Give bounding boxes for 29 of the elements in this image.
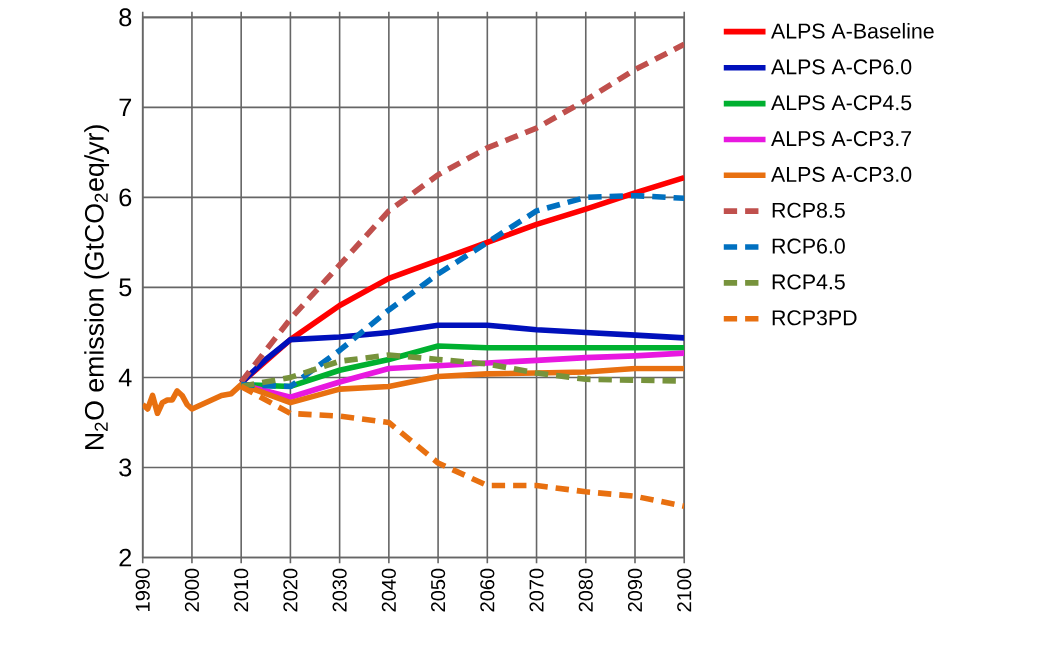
x-tick-label: 2060 (480, 568, 495, 612)
legend-label: RCP8.5 (772, 202, 845, 219)
x-tick-label: 2080 (578, 568, 593, 612)
x-tick-label: 2030 (332, 568, 347, 612)
x-tick-label: 2020 (283, 568, 298, 612)
y-tick-label: 3 (119, 458, 132, 477)
x-tick-label: 2100 (677, 568, 692, 612)
y-tick-label: 2 (119, 548, 132, 567)
x-tick-label: 2090 (627, 568, 643, 612)
legend-label: ALPS A-Baseline (771, 23, 934, 39)
x-tick-label: 2070 (529, 568, 544, 612)
x-tick-label: 2050 (431, 568, 446, 612)
legend-label: RCP6.0 (772, 238, 845, 254)
y-tick-label: 5 (119, 278, 132, 297)
legend-label: ALPS A-CP3.7 (771, 131, 912, 147)
legend-label: RCP4.5 (772, 274, 845, 290)
x-tick-label: 2010 (234, 568, 249, 612)
legend-label: RCP3PD (772, 310, 857, 326)
y-axis-title: N$_{2}$O emission (GtCO$_{2}$eq/yr) (84, 125, 110, 450)
legend-label: ALPS A-CP3.0 (771, 167, 912, 183)
x-tick-label: 1990 (135, 568, 150, 612)
legend-label: ALPS A-CP6.0 (771, 59, 912, 75)
y-tick-label: 7 (119, 98, 132, 117)
x-tick-label: 2040 (381, 568, 396, 612)
y-tick-label: 6 (119, 188, 132, 207)
legend-label: ALPS A-CP4.5 (771, 95, 912, 111)
x-tick-label: 2000 (184, 568, 200, 612)
y-tick-label: 8 (119, 8, 132, 27)
y-tick-label: 4 (118, 368, 132, 387)
